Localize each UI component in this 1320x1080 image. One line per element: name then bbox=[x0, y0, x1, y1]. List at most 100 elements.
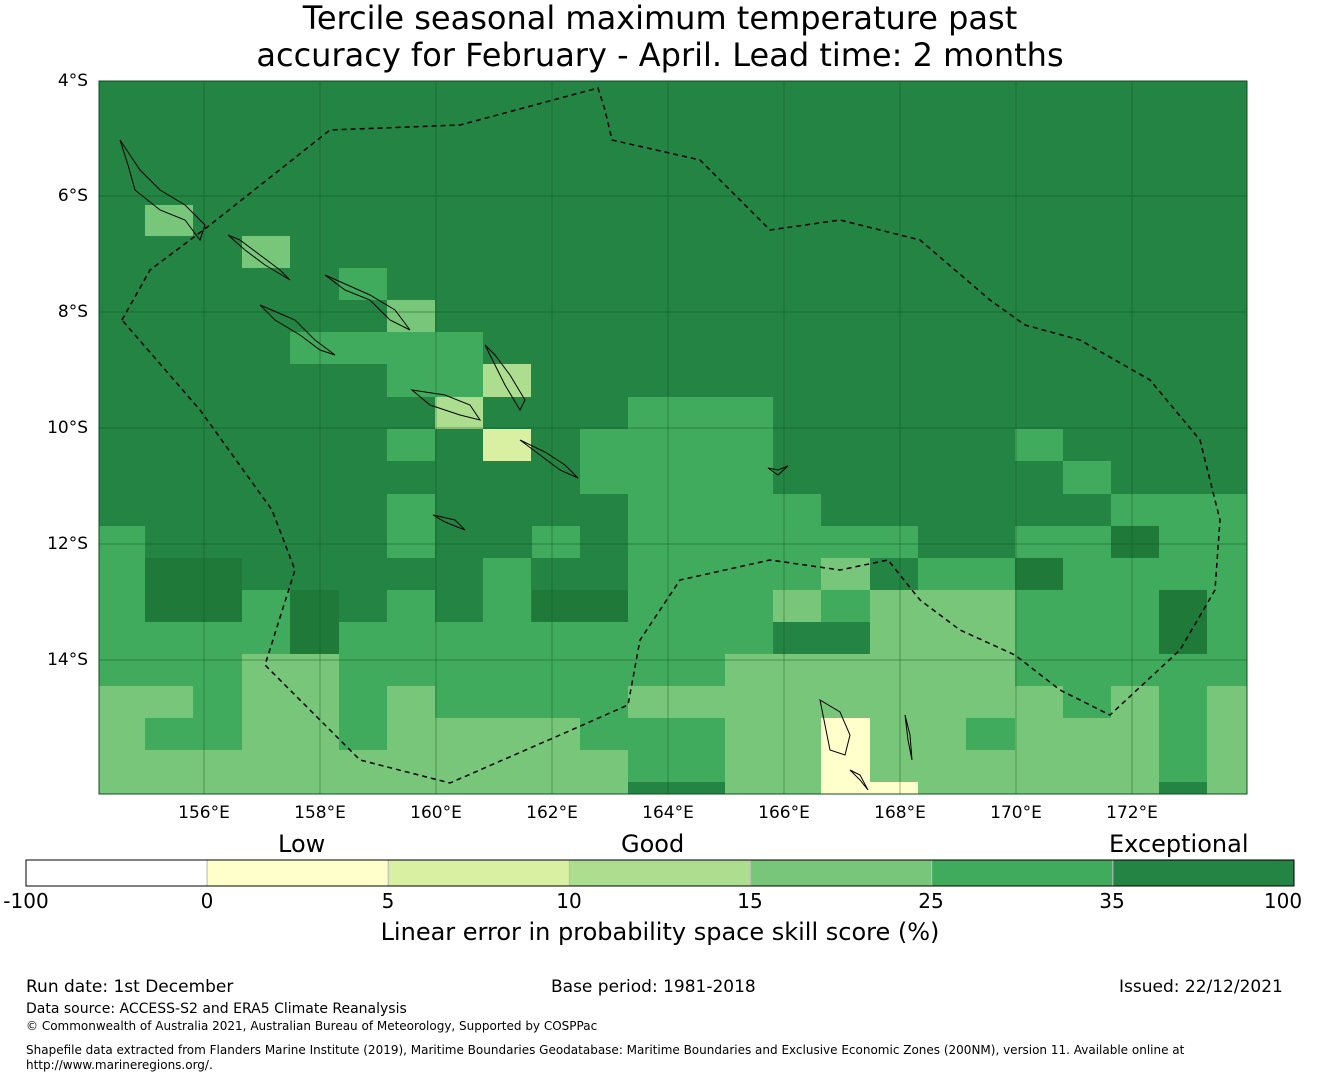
skill-cell bbox=[387, 590, 435, 622]
skill-cell bbox=[145, 622, 290, 654]
skill-cell bbox=[339, 654, 629, 686]
skill-cell bbox=[483, 429, 531, 461]
skill-cell bbox=[339, 686, 387, 750]
skill-cell bbox=[1159, 654, 1207, 782]
base-period: Base period: 1981-2018 bbox=[551, 977, 756, 997]
skill-cell bbox=[1207, 654, 1247, 686]
lat-label: 6°S bbox=[57, 186, 88, 206]
skill-cell bbox=[435, 686, 628, 718]
skill-cell bbox=[870, 590, 1015, 654]
colorbar-tick: -100 bbox=[3, 889, 49, 913]
skill-cell bbox=[290, 332, 435, 364]
skill-cell bbox=[1063, 718, 1159, 794]
skill-cell bbox=[1015, 622, 1159, 686]
coastline-espiritu-santo bbox=[819, 698, 851, 756]
lon-label: 160°E bbox=[410, 803, 462, 823]
skill-cell bbox=[725, 750, 773, 794]
skill-cell bbox=[1159, 526, 1247, 558]
lon-label: 156°E bbox=[178, 803, 230, 823]
coastline-new-georgia bbox=[259, 304, 336, 356]
colorbar-tick: 100 bbox=[1263, 889, 1303, 913]
skill-cell bbox=[1159, 590, 1207, 654]
skill-cell bbox=[387, 494, 435, 558]
colorbar-segment bbox=[931, 859, 1114, 887]
colorbar-segment bbox=[750, 859, 933, 887]
category-low: Low bbox=[278, 830, 326, 858]
skill-cell bbox=[1111, 494, 1247, 526]
skill-cell bbox=[99, 526, 145, 686]
skill-cell bbox=[242, 236, 290, 268]
skill-cell bbox=[628, 494, 821, 526]
title-line-1: Tercile seasonal maximum temperature pas… bbox=[302, 0, 1018, 37]
lon-label: 162°E bbox=[526, 803, 578, 823]
skill-cell bbox=[145, 654, 242, 686]
title-line-2: accuracy for February - April. Lead time… bbox=[256, 36, 1064, 74]
shapefile-credit-line-2: http://www.marineregions.org/. bbox=[26, 1058, 213, 1072]
colorbar-tick: 0 bbox=[200, 889, 214, 913]
skill-cell bbox=[483, 364, 531, 397]
skill-cell bbox=[628, 654, 725, 686]
coastlines bbox=[119, 139, 913, 791]
colorbar-segment bbox=[25, 859, 208, 887]
shapefile-credit: Shapefile data extracted from Flanders M… bbox=[26, 1043, 1306, 1073]
skill-cell bbox=[628, 558, 821, 590]
skill-cell bbox=[580, 461, 773, 494]
coastline-guadalcanal bbox=[410, 389, 482, 421]
skill-cell bbox=[1207, 590, 1247, 654]
skill-cell bbox=[918, 558, 1015, 590]
skill-cell bbox=[193, 686, 242, 718]
skill-cell bbox=[628, 397, 773, 429]
skill-cell bbox=[145, 718, 242, 750]
colorbar-tick: 5 bbox=[381, 889, 395, 913]
skill-cell bbox=[483, 558, 531, 622]
skill-cell bbox=[870, 782, 918, 794]
lon-label: 168°E bbox=[874, 803, 926, 823]
skill-cell bbox=[773, 590, 821, 622]
skill-cell bbox=[435, 622, 628, 654]
colorbar-tick: 15 bbox=[737, 889, 763, 913]
skill-cell bbox=[580, 429, 773, 461]
skill-cell bbox=[966, 718, 1015, 750]
copyright: © Commonwealth of Australia 2021, Austra… bbox=[26, 1019, 598, 1033]
colorbar-frame bbox=[25, 859, 1295, 887]
skill-cell bbox=[1207, 686, 1247, 794]
skill-cell bbox=[339, 622, 436, 654]
skill-cell bbox=[1015, 590, 1159, 622]
skill-cell bbox=[339, 750, 387, 794]
skill-cell bbox=[387, 300, 435, 332]
skill-cell bbox=[1063, 686, 1111, 718]
run-date: Run date: 1st December bbox=[26, 977, 234, 997]
coastline-malakula bbox=[849, 769, 869, 791]
skill-cell bbox=[821, 718, 870, 794]
skill-cell bbox=[1111, 526, 1159, 558]
skill-cell bbox=[145, 750, 339, 794]
lat-label: 4°S bbox=[57, 71, 88, 91]
skill-cell bbox=[290, 590, 339, 654]
skill-cell bbox=[628, 526, 918, 558]
colorbar bbox=[25, 859, 1295, 887]
skill-cell bbox=[1015, 686, 1063, 794]
lon-label: 158°E bbox=[294, 803, 346, 823]
map-frame bbox=[98, 80, 1248, 795]
colorbar-segment bbox=[387, 859, 570, 887]
skill-cell bbox=[339, 268, 387, 300]
category-good: Good bbox=[621, 830, 685, 858]
data-source: Data source: ACCESS-S2 and ERA5 Climate … bbox=[26, 1001, 407, 1017]
coastline-rennell bbox=[432, 514, 466, 531]
coastline-malaita bbox=[484, 344, 526, 412]
shapefile-credit-line-1: Shapefile data extracted from Flanders M… bbox=[26, 1043, 1185, 1057]
colorbar-tick: 10 bbox=[556, 889, 582, 913]
skill-cell bbox=[628, 686, 725, 718]
coastline-bougainville bbox=[119, 139, 206, 242]
lon-label: 164°E bbox=[642, 803, 694, 823]
skill-cell bbox=[145, 558, 242, 622]
skill-cell bbox=[1063, 558, 1247, 590]
issued-date: Issued: 22/12/2021 bbox=[1119, 977, 1283, 997]
skill-cell bbox=[580, 750, 628, 794]
category-exceptional: Exceptional bbox=[1109, 830, 1249, 858]
skill-cell bbox=[1015, 429, 1063, 461]
skill-cell bbox=[435, 718, 580, 794]
coastline-santa-cruz bbox=[767, 465, 789, 476]
coastline-pentecost bbox=[904, 714, 913, 761]
graticule bbox=[99, 81, 1247, 794]
